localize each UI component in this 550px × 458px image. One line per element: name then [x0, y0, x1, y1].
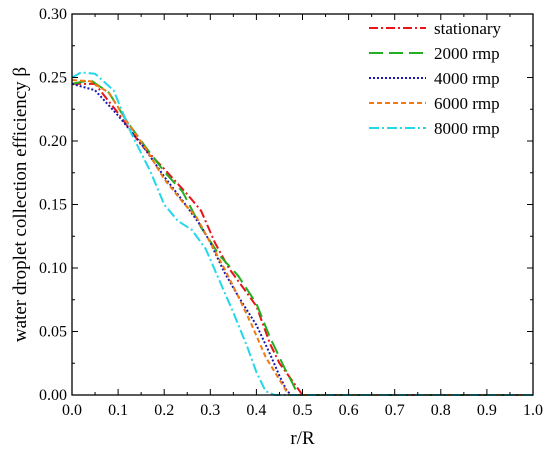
x-tick-label: 0.3: [200, 402, 220, 419]
x-axis-title: r/R: [290, 428, 315, 449]
x-tick-label: 1.0: [523, 402, 543, 419]
x-tick-label: 0.1: [108, 402, 128, 419]
ticks-layer: 0.0 0.1 0.2 0.3 0.4 0.5 0.6 0.7 0.8 0.9 1.0 0.00 0.0…: [39, 6, 543, 419]
legend-label-0: stationary: [434, 19, 502, 38]
x-tick-label: 0.5: [293, 402, 313, 419]
y-tick-label: 0.20: [39, 133, 67, 150]
legend-label-1: 2000 rmp: [434, 44, 500, 63]
x-tick-label: 0.0: [62, 402, 82, 419]
legend: stationary 2000 rmp 4000 rmp 6000 rmp 8000 r…: [369, 19, 502, 138]
x-tick-label: 0.7: [385, 402, 405, 419]
x-tick-label: 0.6: [339, 402, 359, 419]
series-line-4: [71, 71, 533, 396]
x-tick-label: 0.4: [246, 402, 266, 419]
legend-label-4: 8000 rmp: [434, 119, 500, 138]
y-axis-title: water droplet collection efficiency β: [10, 67, 31, 342]
y-tick-label: 0.15: [39, 197, 67, 214]
y-tick-label: 0.10: [39, 260, 67, 277]
y-tick-label: 0.25: [39, 70, 67, 87]
legend-label-3: 6000 rmp: [434, 94, 500, 113]
x-tick-label: 0.2: [154, 402, 174, 419]
y-tick-label: 0.30: [39, 6, 67, 23]
legend-label-2: 4000 rmp: [434, 69, 500, 88]
series-layer: [71, 71, 533, 396]
y-tick-label: 0.00: [39, 387, 67, 404]
x-tick-label: 0.8: [431, 402, 451, 419]
y-tick-label: 0.05: [39, 324, 67, 341]
x-tick-label: 0.9: [477, 402, 497, 419]
series-line-3: [71, 79, 533, 396]
